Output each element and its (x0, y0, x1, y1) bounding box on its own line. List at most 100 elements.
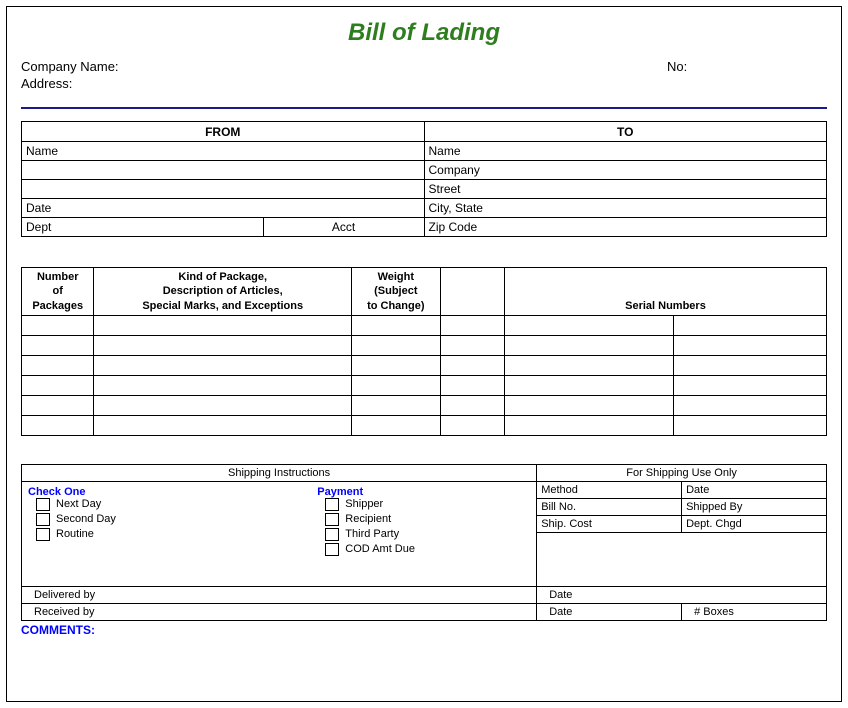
pkg-cell[interactable] (22, 335, 94, 355)
pkg-cell[interactable] (94, 315, 352, 335)
from-dept[interactable]: Dept (22, 218, 264, 237)
pkg-h3-l2: (Subject (374, 285, 417, 297)
boxes-label[interactable]: # Boxes (682, 603, 827, 620)
address-label: Address: (21, 76, 827, 91)
pkg-h1-l1: Number (37, 271, 79, 283)
pkg-h-blank (440, 268, 504, 316)
pkg-cell[interactable] (504, 355, 673, 375)
chk-secondday[interactable]: Second Day (36, 513, 305, 526)
from-blank-2[interactable] (22, 180, 425, 199)
checkbox-icon[interactable] (325, 498, 339, 511)
pkg-cell[interactable] (352, 355, 441, 375)
header-row-1: Company Name: No: (21, 59, 827, 74)
pay-recipient-label: Recipient (345, 513, 391, 525)
pkg-cell[interactable] (94, 415, 352, 435)
pkg-cell[interactable] (674, 355, 827, 375)
pkg-cell[interactable] (674, 415, 827, 435)
pkg-cell[interactable] (504, 375, 673, 395)
pkg-h2-l2: Description of Articles, (163, 285, 283, 297)
pay-shipper-label: Shipper (345, 498, 383, 510)
pkg-cell[interactable] (440, 315, 504, 335)
pkg-cell[interactable] (504, 415, 673, 435)
pkg-cell[interactable] (352, 315, 441, 335)
pkg-cell[interactable] (94, 335, 352, 355)
pkg-h3: Weight (Subject to Change) (352, 268, 441, 316)
pkg-cell[interactable] (440, 335, 504, 355)
pkg-cell[interactable] (22, 355, 94, 375)
payment-cell: Payment Shipper Recipient Third Party CO… (311, 481, 536, 586)
shippedby-label[interactable]: Shipped By (682, 498, 827, 515)
to-header: TO (424, 122, 827, 142)
from-to-table: FROM TO Name Name Company Street Date Ci… (21, 121, 827, 237)
pay-cod[interactable]: COD Amt Due (325, 543, 530, 556)
pay-recipient[interactable]: Recipient (325, 513, 530, 526)
header-row-2: Address: (21, 76, 827, 91)
pkg-cell[interactable] (352, 335, 441, 355)
pay-shipper[interactable]: Shipper (325, 498, 530, 511)
date-label-1[interactable]: Date (682, 481, 827, 498)
method-label[interactable]: Method (537, 481, 682, 498)
pkg-h1: Number of Packages (22, 268, 94, 316)
from-date[interactable]: Date (22, 199, 425, 218)
pkg-cell[interactable] (674, 375, 827, 395)
billno-label[interactable]: Bill No. (537, 498, 682, 515)
pkg-cell[interactable] (94, 355, 352, 375)
shipcost-label[interactable]: Ship. Cost (537, 515, 682, 532)
chk-routine[interactable]: Routine (36, 528, 305, 541)
pkg-cell[interactable] (674, 395, 827, 415)
separator-line (21, 107, 827, 109)
no-label: No: (667, 59, 827, 74)
pkg-cell[interactable] (22, 395, 94, 415)
packages-table: Number of Packages Kind of Package, Desc… (21, 267, 827, 436)
company-name-label: Company Name: (21, 59, 667, 74)
chk-nextday[interactable]: Next Day (36, 498, 305, 511)
to-company[interactable]: Company (424, 161, 827, 180)
to-city[interactable]: City, State (424, 199, 827, 218)
pkg-cell[interactable] (22, 315, 94, 335)
pkg-cell[interactable] (440, 415, 504, 435)
pkg-cell[interactable] (440, 375, 504, 395)
from-acct[interactable]: Acct (263, 218, 424, 237)
pkg-cell[interactable] (22, 415, 94, 435)
page-title: Bill of Lading (21, 19, 827, 47)
pkg-cell[interactable] (352, 415, 441, 435)
from-blank-1[interactable] (22, 161, 425, 180)
to-name[interactable]: Name (424, 142, 827, 161)
pay-third[interactable]: Third Party (325, 528, 530, 541)
check-one-label: Check One (28, 486, 305, 498)
checkbox-icon[interactable] (325, 528, 339, 541)
pkg-cell[interactable] (352, 375, 441, 395)
pkg-cell[interactable] (674, 335, 827, 355)
checkbox-icon[interactable] (325, 543, 339, 556)
pkg-cell[interactable] (504, 315, 673, 335)
to-zip[interactable]: Zip Code (424, 218, 827, 237)
instructions-header: Shipping Instructions (22, 464, 537, 481)
delivered-by[interactable]: Delivered by (22, 586, 537, 603)
from-name[interactable]: Name (22, 142, 425, 161)
pkg-cell[interactable] (504, 335, 673, 355)
pkg-cell[interactable] (440, 395, 504, 415)
payment-label: Payment (317, 486, 530, 498)
pkg-cell[interactable] (352, 395, 441, 415)
checkbox-icon[interactable] (36, 513, 50, 526)
ship-blank[interactable] (537, 532, 827, 586)
pkg-h3-l3: to Change) (367, 300, 424, 312)
pkg-cell[interactable] (94, 395, 352, 415)
pkg-cell[interactable] (440, 355, 504, 375)
pay-cod-label: COD Amt Due (345, 543, 415, 555)
checkbox-icon[interactable] (325, 513, 339, 526)
chk-secondday-label: Second Day (56, 513, 116, 525)
checkbox-icon[interactable] (36, 528, 50, 541)
deptchgd-label[interactable]: Dept. Chgd (682, 515, 827, 532)
date-label-2[interactable]: Date (537, 586, 827, 603)
date-label-3[interactable]: Date (537, 603, 682, 620)
pkg-cell[interactable] (22, 375, 94, 395)
pkg-cell[interactable] (94, 375, 352, 395)
pkg-cell[interactable] (674, 315, 827, 335)
pkg-h2-l1: Kind of Package, (178, 271, 267, 283)
to-street[interactable]: Street (424, 180, 827, 199)
received-by[interactable]: Received by (22, 603, 537, 620)
comments-label: COMMENTS: (21, 623, 827, 637)
checkbox-icon[interactable] (36, 498, 50, 511)
pkg-cell[interactable] (504, 395, 673, 415)
